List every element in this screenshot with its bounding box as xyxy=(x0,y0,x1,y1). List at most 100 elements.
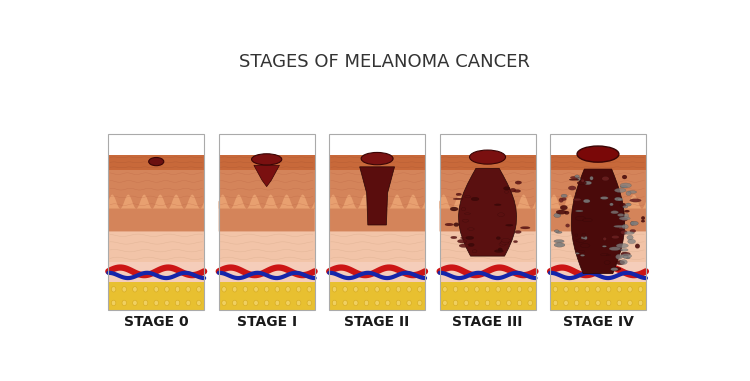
Ellipse shape xyxy=(496,287,500,292)
Ellipse shape xyxy=(620,186,628,188)
Ellipse shape xyxy=(569,179,579,181)
Text: STAGE 0: STAGE 0 xyxy=(124,315,188,329)
Ellipse shape xyxy=(630,199,641,202)
Bar xyxy=(108,282,204,310)
Ellipse shape xyxy=(454,223,459,227)
Ellipse shape xyxy=(497,213,505,216)
Ellipse shape xyxy=(576,239,586,242)
Ellipse shape xyxy=(631,221,634,226)
Bar xyxy=(329,134,425,310)
Ellipse shape xyxy=(453,198,463,200)
Ellipse shape xyxy=(574,175,580,178)
Ellipse shape xyxy=(635,244,640,248)
Ellipse shape xyxy=(442,300,447,306)
Ellipse shape xyxy=(528,300,532,306)
Ellipse shape xyxy=(176,300,180,306)
Ellipse shape xyxy=(617,255,621,258)
Ellipse shape xyxy=(614,188,626,192)
Ellipse shape xyxy=(577,181,586,185)
Ellipse shape xyxy=(506,300,511,306)
Ellipse shape xyxy=(622,175,627,179)
Ellipse shape xyxy=(626,257,630,259)
Bar xyxy=(108,208,204,231)
Ellipse shape xyxy=(364,287,369,292)
Bar xyxy=(329,231,425,262)
Ellipse shape xyxy=(601,254,609,256)
Ellipse shape xyxy=(275,300,280,306)
Ellipse shape xyxy=(603,237,607,240)
Bar xyxy=(440,170,536,208)
Ellipse shape xyxy=(566,224,569,227)
Ellipse shape xyxy=(561,194,567,197)
Ellipse shape xyxy=(573,198,581,201)
Ellipse shape xyxy=(375,300,380,306)
Ellipse shape xyxy=(254,300,258,306)
Ellipse shape xyxy=(576,177,580,181)
Ellipse shape xyxy=(626,191,631,195)
Ellipse shape xyxy=(616,243,628,248)
Ellipse shape xyxy=(575,234,578,236)
Ellipse shape xyxy=(641,220,645,222)
Ellipse shape xyxy=(577,146,619,162)
Bar xyxy=(219,262,315,282)
Ellipse shape xyxy=(616,255,622,259)
Ellipse shape xyxy=(575,210,584,212)
Ellipse shape xyxy=(472,250,477,253)
Ellipse shape xyxy=(265,287,269,292)
Text: STAGES OF MELANOMA CANCER: STAGES OF MELANOMA CANCER xyxy=(239,53,530,71)
Ellipse shape xyxy=(186,300,190,306)
Ellipse shape xyxy=(343,287,347,292)
Ellipse shape xyxy=(165,287,170,292)
Ellipse shape xyxy=(467,228,474,231)
Ellipse shape xyxy=(332,287,337,292)
Ellipse shape xyxy=(606,254,610,256)
Ellipse shape xyxy=(628,287,632,292)
Ellipse shape xyxy=(453,287,458,292)
Bar xyxy=(108,134,204,310)
Polygon shape xyxy=(254,165,280,187)
Ellipse shape xyxy=(620,248,628,251)
Ellipse shape xyxy=(143,287,148,292)
Ellipse shape xyxy=(584,199,590,203)
Ellipse shape xyxy=(580,243,590,248)
Ellipse shape xyxy=(614,197,622,201)
Ellipse shape xyxy=(554,230,559,232)
Ellipse shape xyxy=(442,287,447,292)
Ellipse shape xyxy=(602,245,607,247)
Ellipse shape xyxy=(500,241,508,245)
Ellipse shape xyxy=(362,152,393,165)
Ellipse shape xyxy=(617,287,622,292)
Ellipse shape xyxy=(510,188,516,192)
Ellipse shape xyxy=(506,224,513,226)
Ellipse shape xyxy=(620,183,632,188)
Ellipse shape xyxy=(243,287,248,292)
Ellipse shape xyxy=(620,217,630,220)
Ellipse shape xyxy=(578,250,585,253)
Text: STAGE III: STAGE III xyxy=(452,315,523,329)
Ellipse shape xyxy=(364,300,369,306)
Ellipse shape xyxy=(111,287,116,292)
Ellipse shape xyxy=(459,244,470,248)
Ellipse shape xyxy=(386,287,390,292)
Ellipse shape xyxy=(503,187,510,190)
Ellipse shape xyxy=(451,236,457,239)
Ellipse shape xyxy=(620,230,627,235)
Ellipse shape xyxy=(582,233,586,237)
Ellipse shape xyxy=(618,198,623,201)
Ellipse shape xyxy=(148,157,164,166)
Ellipse shape xyxy=(243,300,248,306)
Ellipse shape xyxy=(617,213,624,216)
Ellipse shape xyxy=(154,287,158,292)
Ellipse shape xyxy=(607,287,611,292)
Ellipse shape xyxy=(564,287,568,292)
Ellipse shape xyxy=(501,239,511,243)
Ellipse shape xyxy=(396,300,400,306)
Ellipse shape xyxy=(375,287,380,292)
Ellipse shape xyxy=(568,186,576,190)
Ellipse shape xyxy=(466,236,474,240)
Ellipse shape xyxy=(609,247,620,250)
Ellipse shape xyxy=(286,287,290,292)
Bar xyxy=(108,155,204,170)
Bar xyxy=(440,262,536,282)
Ellipse shape xyxy=(396,287,400,292)
